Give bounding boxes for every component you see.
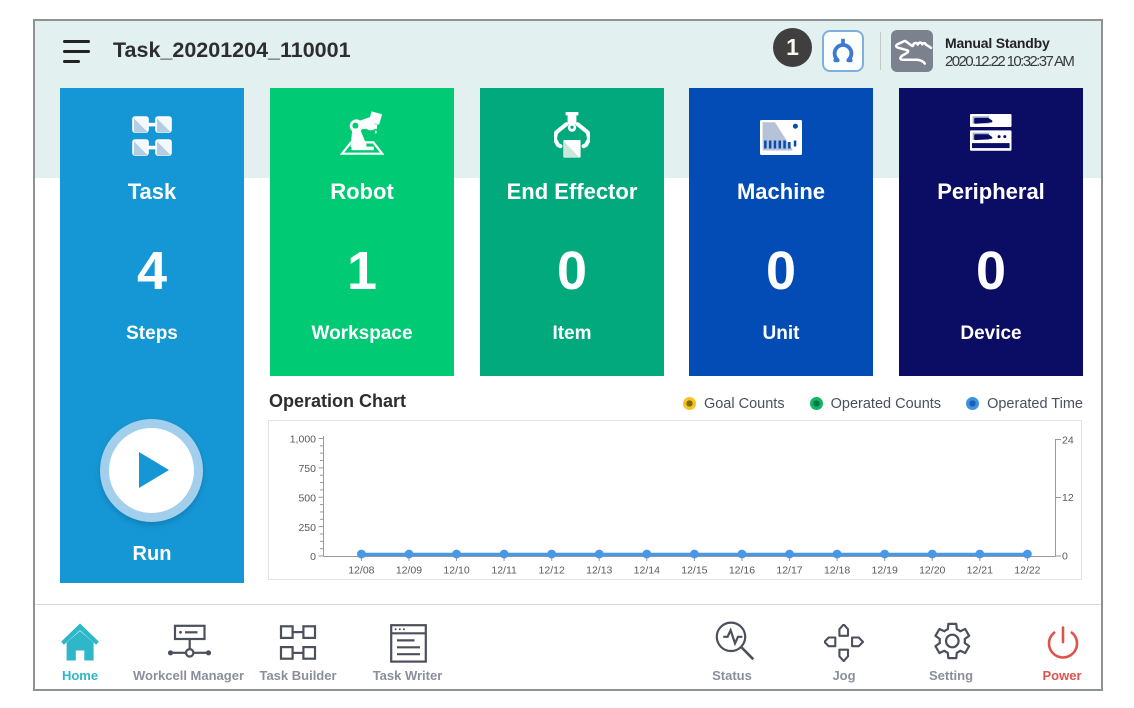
svg-text:0: 0 — [310, 551, 316, 563]
svg-text:12/18: 12/18 — [824, 565, 850, 577]
svg-text:12/17: 12/17 — [776, 565, 802, 577]
svg-text:12/11: 12/11 — [491, 565, 517, 577]
svg-text:500: 500 — [298, 493, 316, 505]
svg-text:250: 250 — [298, 522, 316, 534]
svg-text:12/14: 12/14 — [634, 565, 660, 577]
svg-text:12/22: 12/22 — [1014, 565, 1040, 577]
svg-text:12/19: 12/19 — [872, 565, 898, 577]
svg-text:12/15: 12/15 — [681, 565, 707, 577]
svg-text:24: 24 — [1062, 435, 1074, 447]
svg-text:12: 12 — [1062, 492, 1074, 504]
svg-text:12/21: 12/21 — [967, 565, 993, 577]
svg-text:12/08: 12/08 — [348, 565, 374, 577]
svg-text:12/12: 12/12 — [539, 565, 565, 577]
svg-text:12/10: 12/10 — [443, 565, 469, 577]
svg-text:12/13: 12/13 — [586, 565, 612, 577]
svg-text:750: 750 — [298, 463, 316, 475]
svg-text:0: 0 — [1062, 551, 1068, 563]
svg-text:12/20: 12/20 — [919, 565, 945, 577]
svg-text:12/16: 12/16 — [729, 565, 755, 577]
svg-text:12/09: 12/09 — [396, 565, 422, 577]
svg-text:1,000: 1,000 — [290, 434, 316, 446]
